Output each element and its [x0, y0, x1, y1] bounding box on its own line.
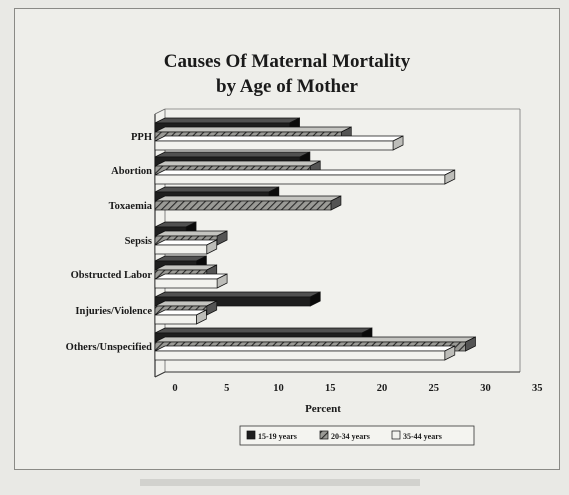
bar-obstructed-labor-35-44-	[154, 278, 218, 289]
legend-swatch-1	[319, 430, 329, 440]
x-tick-labels: 0 5 10 15 20 25 30 35	[172, 383, 542, 394]
category-label: Sepsis	[125, 236, 152, 247]
bar-top-4-2	[154, 273, 228, 280]
legend-swatch-0	[246, 430, 256, 440]
legend-box	[239, 425, 475, 446]
x-tick-label: 25	[429, 383, 440, 394]
category-label: Others/Unspecified	[66, 342, 152, 353]
bar-top-0-1	[154, 126, 352, 133]
legend-swatch-2	[391, 430, 401, 440]
bar-top-0-0	[154, 117, 300, 124]
decorative-bottom-strip	[140, 479, 420, 486]
legend: 15-19 years 20-34 years 35-44 years	[239, 425, 475, 446]
bar-top-6-2	[154, 345, 455, 352]
bar-top-5-0	[154, 291, 321, 298]
bar-injuries-violence-35-44-	[154, 314, 197, 325]
category-labels: PPH Abortion Toxaemia Sepsis Obstructed Labo…	[66, 132, 153, 353]
chart-title-line-1: Causes Of Maternal Mortality	[164, 51, 411, 72]
x-tick-label: 15	[325, 383, 336, 394]
legend-label-2: 35-44 years	[403, 432, 442, 441]
x-tick-label: 20	[377, 383, 388, 394]
bar-top-6-0	[154, 327, 373, 334]
x-axis-label: Percent	[305, 403, 341, 415]
legend-label-1: 20-34 years	[331, 432, 370, 441]
legend-label-0: 15-19 years	[258, 432, 297, 441]
bar-top-0-2	[154, 135, 404, 142]
bar-top-3-1	[154, 230, 228, 237]
bar-abortion-35-44-	[154, 174, 446, 185]
bar-others-unspecified-35-44-	[154, 350, 446, 361]
chart-title-line-2: by Age of Mother	[216, 76, 359, 97]
x-tick-label: 0	[172, 383, 177, 394]
category-label: Injuries/Violence	[75, 306, 152, 317]
bar-sepsis-35-44-	[154, 244, 208, 255]
bar-top-1-2	[154, 169, 455, 176]
bar-top-2-1	[154, 195, 342, 202]
bar-top-2-0	[154, 186, 280, 193]
x-tick-label: 5	[224, 383, 229, 394]
category-label: PPH	[131, 132, 152, 143]
bar-top-6-1	[154, 336, 476, 343]
bar-pph-35-44-	[154, 140, 394, 151]
top-depth-line	[154, 108, 166, 115]
category-label: Toxaemia	[109, 201, 153, 212]
bar-top-1-0	[154, 151, 311, 158]
category-label: Obstructed Labor	[71, 270, 153, 281]
x-tick-label: 35	[532, 383, 543, 394]
bar-toxaemia-20-34-	[154, 200, 332, 211]
bars-layer	[154, 117, 476, 361]
x-tick-label: 30	[480, 383, 491, 394]
bar-top-1-1	[154, 160, 321, 167]
category-label: Abortion	[111, 166, 152, 177]
x-tick-label: 10	[273, 383, 284, 394]
chart-frame: Causes Of Maternal Mortality by Age of M…	[14, 8, 560, 470]
bar-injuries-violence-15-19-	[154, 296, 311, 307]
floor-depth-line	[154, 371, 166, 378]
chart-svg: Causes Of Maternal Mortality by Age of M…	[66, 51, 543, 446]
